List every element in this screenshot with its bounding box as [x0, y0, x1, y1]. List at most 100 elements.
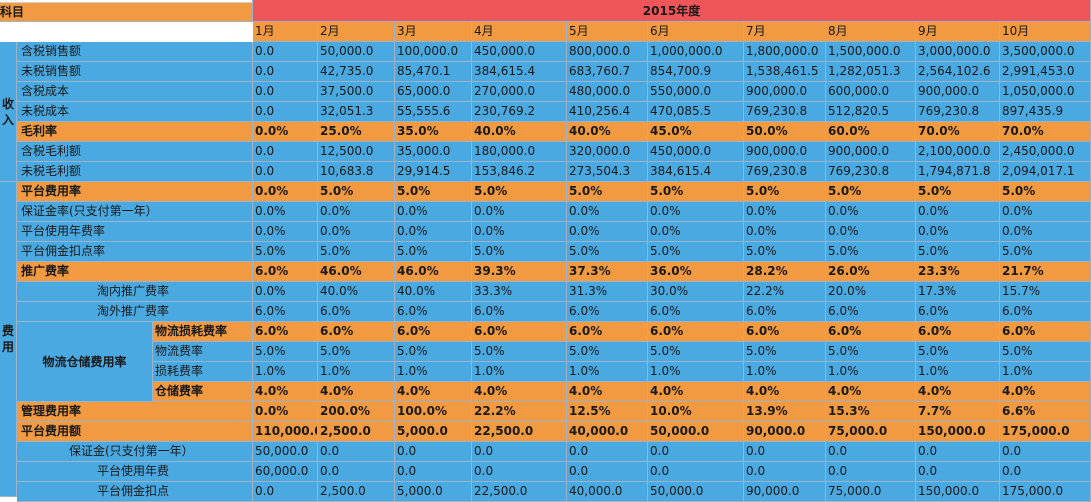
value-cell[interactable]: 0.0 — [253, 62, 318, 82]
value-cell[interactable]: 6.0% — [253, 262, 318, 282]
value-cell[interactable]: 150,000.0 — [916, 422, 1000, 442]
value-cell[interactable]: 450,000.0 — [648, 142, 744, 162]
month-header[interactable]: 9月 — [916, 22, 1000, 42]
value-cell[interactable]: 1,538,461.5 — [744, 62, 826, 82]
value-cell[interactable]: 6.0% — [318, 322, 395, 342]
value-cell[interactable]: 40.0% — [472, 122, 567, 142]
value-cell[interactable]: 0.0% — [916, 202, 1000, 222]
value-cell[interactable]: 0.0% — [916, 222, 1000, 242]
value-cell[interactable]: 12.5% — [567, 402, 648, 422]
month-header[interactable]: 1月 — [253, 22, 318, 42]
value-cell[interactable]: 6.0% — [395, 302, 472, 322]
value-cell[interactable]: 0.0 — [253, 102, 318, 122]
value-cell[interactable]: 6.0% — [472, 302, 567, 322]
row-label[interactable]: 平台使用年费率 — [17, 222, 253, 242]
value-cell[interactable]: 5.0% — [1000, 242, 1091, 262]
value-cell[interactable]: 0.0% — [253, 202, 318, 222]
value-cell[interactable]: 769,230.8 — [744, 102, 826, 122]
value-cell[interactable]: 0.0% — [744, 222, 826, 242]
value-cell[interactable]: 450,000.0 — [472, 42, 567, 62]
value-cell[interactable]: 5.0% — [1000, 342, 1091, 362]
income-group-label[interactable]: 收入 — [0, 42, 17, 182]
row-label[interactable]: 含税销售额 — [17, 42, 253, 62]
value-cell[interactable]: 31.3% — [567, 282, 648, 302]
value-cell[interactable]: 6.0% — [253, 322, 318, 342]
value-cell[interactable]: 0.0% — [253, 282, 318, 302]
value-cell[interactable]: 5,000.0 — [395, 422, 472, 442]
value-cell[interactable]: 0.0% — [253, 222, 318, 242]
value-cell[interactable]: 40.0% — [567, 122, 648, 142]
value-cell[interactable]: 0.0 — [253, 82, 318, 102]
value-cell[interactable]: 4.0% — [567, 382, 648, 402]
value-cell[interactable]: 2,450,000.0 — [1000, 142, 1091, 162]
value-cell[interactable]: 2,094,017.1 — [1000, 162, 1091, 182]
value-cell[interactable]: 0.0 — [395, 462, 472, 482]
value-cell[interactable]: 1.0% — [472, 362, 567, 382]
value-cell[interactable]: 20.0% — [826, 282, 916, 302]
value-cell[interactable]: 75,000.0 — [826, 422, 916, 442]
value-cell[interactable]: 4.0% — [253, 382, 318, 402]
row-label[interactable]: 未税销售额 — [17, 62, 253, 82]
value-cell[interactable]: 5.0% — [826, 182, 916, 202]
value-cell[interactable]: 23.3% — [916, 262, 1000, 282]
value-cell[interactable]: 0.0 — [826, 442, 916, 462]
value-cell[interactable]: 0.0 — [253, 162, 318, 182]
value-cell[interactable]: 150,000.0 — [916, 482, 1000, 502]
value-cell[interactable]: 0.0% — [648, 222, 744, 242]
value-cell[interactable]: 50,000.0 — [648, 422, 744, 442]
value-cell[interactable]: 5.0% — [744, 242, 826, 262]
value-cell[interactable]: 1.0% — [395, 362, 472, 382]
value-cell[interactable]: 90,000.0 — [744, 482, 826, 502]
value-cell[interactable]: 1,000,000.0 — [648, 42, 744, 62]
row-label[interactable]: 仓储费率 — [153, 382, 253, 402]
value-cell[interactable]: 175,000.0 — [1000, 422, 1091, 442]
value-cell[interactable]: 5.0% — [318, 342, 395, 362]
value-cell[interactable]: 7.7% — [916, 402, 1000, 422]
value-cell[interactable]: 5.0% — [744, 182, 826, 202]
value-cell[interactable]: 35,000.0 — [395, 142, 472, 162]
row-label[interactable]: 淘内推广费率 — [17, 282, 253, 302]
value-cell[interactable]: 273,504.3 — [567, 162, 648, 182]
value-cell[interactable]: 0.0 — [472, 442, 567, 462]
value-cell[interactable]: 0.0 — [916, 462, 1000, 482]
value-cell[interactable]: 0.0% — [1000, 222, 1091, 242]
value-cell[interactable]: 5,000.0 — [395, 482, 472, 502]
value-cell[interactable]: 175,000.0 — [1000, 482, 1091, 502]
value-cell[interactable]: 0.0 — [1000, 462, 1091, 482]
value-cell[interactable]: 5.0% — [472, 342, 567, 362]
row-label[interactable]: 未税成本 — [17, 102, 253, 122]
value-cell[interactable]: 17.3% — [916, 282, 1000, 302]
value-cell[interactable]: 60.0% — [826, 122, 916, 142]
value-cell[interactable]: 0.0 — [1000, 442, 1091, 462]
value-cell[interactable]: 230,769.2 — [472, 102, 567, 122]
value-cell[interactable]: 6.0% — [1000, 322, 1091, 342]
value-cell[interactable]: 512,820.5 — [826, 102, 916, 122]
value-cell[interactable]: 6.0% — [318, 302, 395, 322]
value-cell[interactable]: 6.0% — [253, 302, 318, 322]
value-cell[interactable]: 900,000.0 — [826, 142, 916, 162]
value-cell[interactable]: 1,500,000.0 — [826, 42, 916, 62]
value-cell[interactable]: 0.0 — [648, 462, 744, 482]
value-cell[interactable]: 2,500.0 — [318, 482, 395, 502]
value-cell[interactable]: 2,991,453.0 — [1000, 62, 1091, 82]
row-label[interactable]: 毛利率 — [17, 122, 253, 142]
row-label[interactable]: 平台佣金扣点率 — [17, 242, 253, 262]
value-cell[interactable]: 0.0% — [472, 202, 567, 222]
value-cell[interactable]: 5.0% — [648, 182, 744, 202]
row-label[interactable]: 含税成本 — [17, 82, 253, 102]
value-cell[interactable]: 6.0% — [744, 302, 826, 322]
value-cell[interactable]: 550,000.0 — [648, 82, 744, 102]
value-cell[interactable]: 5.0% — [318, 182, 395, 202]
value-cell[interactable]: 683,760.7 — [567, 62, 648, 82]
row-label[interactable]: 平台费用率 — [17, 182, 253, 202]
value-cell[interactable]: 0.0 — [826, 462, 916, 482]
value-cell[interactable]: 13.9% — [744, 402, 826, 422]
row-label[interactable]: 损耗费率 — [153, 362, 253, 382]
value-cell[interactable]: 0.0 — [567, 442, 648, 462]
value-cell[interactable]: 5.0% — [916, 182, 1000, 202]
value-cell[interactable]: 4.0% — [1000, 382, 1091, 402]
value-cell[interactable]: 0.0 — [318, 442, 395, 462]
expense-group-label[interactable]: 费用 — [0, 182, 17, 497]
value-cell[interactable]: 6.0% — [826, 302, 916, 322]
value-cell[interactable]: 180,000.0 — [472, 142, 567, 162]
